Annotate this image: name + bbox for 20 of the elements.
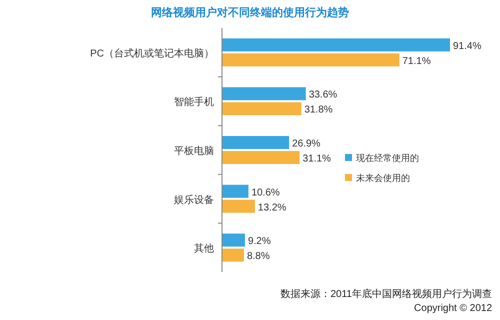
data-label: 8.8% — [246, 251, 270, 262]
text: Copyright © 2012 — [414, 303, 492, 314]
data-label: 33.6% — [308, 90, 338, 101]
data-label: 26.9% — [292, 138, 321, 150]
data-label: 13.2% — [258, 202, 286, 214]
y-tick-label: 娱乐设备 — [174, 194, 214, 206]
y-tick-label: 智能手机 — [174, 96, 214, 108]
y-tick-label: 平板电脑 — [174, 145, 214, 157]
y-tick-label: 其他 — [194, 242, 214, 255]
legend-label: 未来会使用的 — [356, 173, 410, 183]
data-label: 9.2% — [248, 236, 271, 248]
data-label: 71.1% — [402, 56, 431, 67]
data-label: 91.4% — [453, 40, 482, 52]
data-label: 10.6% — [251, 187, 280, 198]
source-note: 数据来源：2011年底中国网络视频用户行为调查 — [280, 288, 492, 300]
data-label: 31.8% — [304, 104, 333, 116]
legend-label: 现在经常使用的 — [356, 153, 419, 163]
y-tick-label: PC（台式机或笔记本电脑） — [90, 47, 214, 60]
title: 网络视频用户对不同终端的使用行为趋势 — [151, 7, 349, 19]
data-label: 31.1% — [302, 154, 332, 164]
